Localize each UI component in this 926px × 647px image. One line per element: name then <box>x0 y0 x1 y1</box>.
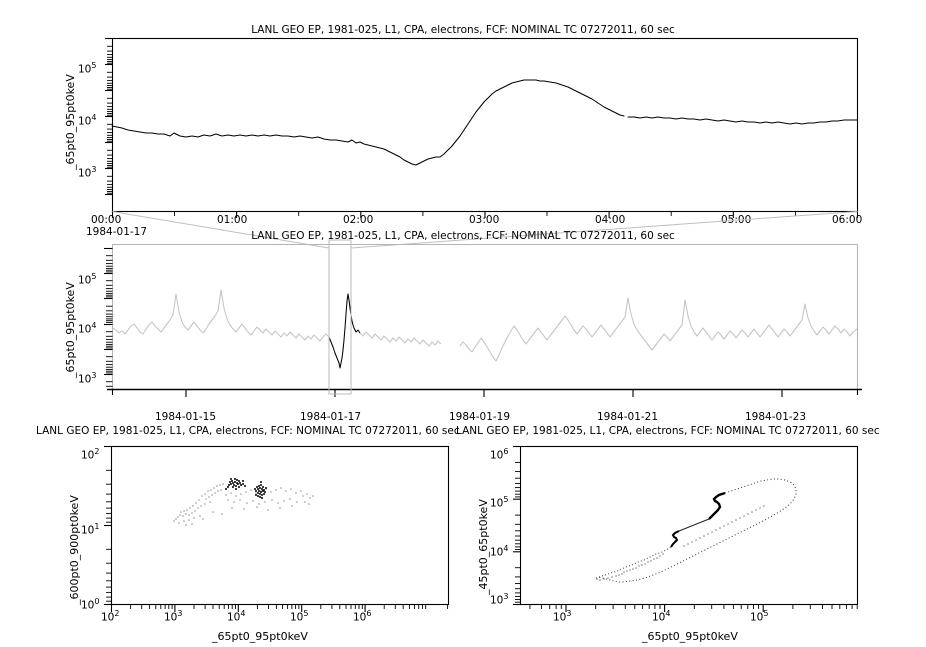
mid-ytick-3: 103 <box>78 371 97 386</box>
middle-panel-title: LANL GEO EP, 1981-025, L1, CPA, electron… <box>251 230 675 242</box>
mid-ytick-4: 104 <box>78 321 97 336</box>
bottom-left-panel: LANL GEO EP, 1981-025, L1, CPA, electron… <box>0 420 470 647</box>
bottom-right-svg <box>513 445 859 612</box>
bl-ytick-1: 101 <box>81 522 100 537</box>
middle-panel-svg <box>104 239 862 397</box>
middle-panel-trace-c <box>459 297 858 362</box>
middle-panel-trace-b <box>359 331 442 347</box>
top-ytick-5: 105 <box>78 61 97 76</box>
zoom-window-box <box>328 239 352 395</box>
br-xtick-3: 103 <box>553 609 572 624</box>
br-xtick-4: 104 <box>652 609 671 624</box>
middle-panel: LANL GEO EP, 1981-025, L1, CPA, electron… <box>0 216 926 423</box>
middle-panel-highlight <box>328 293 361 369</box>
bl-ytick-2: 102 <box>81 447 100 462</box>
top-xtick-3: 03:00 <box>469 214 500 226</box>
middle-panel-trace-a <box>112 289 330 342</box>
bl-xtick-5: 105 <box>290 609 309 624</box>
bottom-right-panel: LANL GEO EP, 1981-025, L1, CPA, electron… <box>456 420 926 647</box>
mid-xtick-1: 1984-01-17 <box>300 411 362 423</box>
bl-xtick-4: 104 <box>227 609 246 624</box>
br-ytick-5: 105 <box>490 495 509 510</box>
top-xtick-4: 04:00 <box>595 214 626 226</box>
top-xtick-date: 1984-01-17 <box>86 226 148 238</box>
top-xtick-6: 06:00 <box>832 214 863 226</box>
bl-xtick-6: 106 <box>353 609 372 624</box>
bottom-left-scatter <box>173 478 314 526</box>
br-ytick-6: 106 <box>490 447 509 462</box>
bl-ytick-0: 100 <box>81 597 100 612</box>
bottom-left-xlabel: _65pt0_95pt0keV <box>212 630 308 643</box>
bottom-left-svg <box>104 445 450 612</box>
mid-xtick-4: 1984-01-23 <box>745 411 807 423</box>
top-ytick-3: 103 <box>78 165 97 180</box>
mid-xtick-3: 1984-01-21 <box>597 411 659 423</box>
top-xtick-0: 00:00 <box>91 214 122 226</box>
top-xtick-1: 01:00 <box>217 214 248 226</box>
bottom-right-title: LANL GEO EP, 1981-025, L1, CPA, electron… <box>456 425 880 437</box>
bottom-left-title: LANL GEO EP, 1981-025, L1, CPA, electron… <box>36 425 460 437</box>
top-panel-title: LANL GEO EP, 1981-025, L1, CPA, electron… <box>251 24 675 36</box>
mid-xtick-2: 1984-01-19 <box>449 411 511 423</box>
zoom-connectors <box>112 211 858 249</box>
top-panel-trace-b <box>627 116 858 125</box>
bottom-right-trajectory <box>595 478 797 583</box>
top-panel: LANL GEO EP, 1981-025, L1, CPA, electron… <box>0 0 926 238</box>
top-panel-trace-a <box>111 79 625 166</box>
bottom-right-xlabel: _65pt0_95pt0keV <box>642 630 738 643</box>
mid-xtick-0: 1984-01-15 <box>155 411 217 423</box>
top-xtick-2: 02:00 <box>343 214 374 226</box>
br-xtick-5: 105 <box>750 609 769 624</box>
bl-xtick-3: 103 <box>164 609 183 624</box>
br-ytick-3: 103 <box>490 592 509 607</box>
top-ytick-4: 104 <box>78 113 97 128</box>
br-ytick-4: 104 <box>490 544 509 559</box>
bl-xtick-2: 102 <box>101 609 120 624</box>
top-panel-svg <box>105 37 859 218</box>
mid-ytick-5: 105 <box>78 272 97 287</box>
